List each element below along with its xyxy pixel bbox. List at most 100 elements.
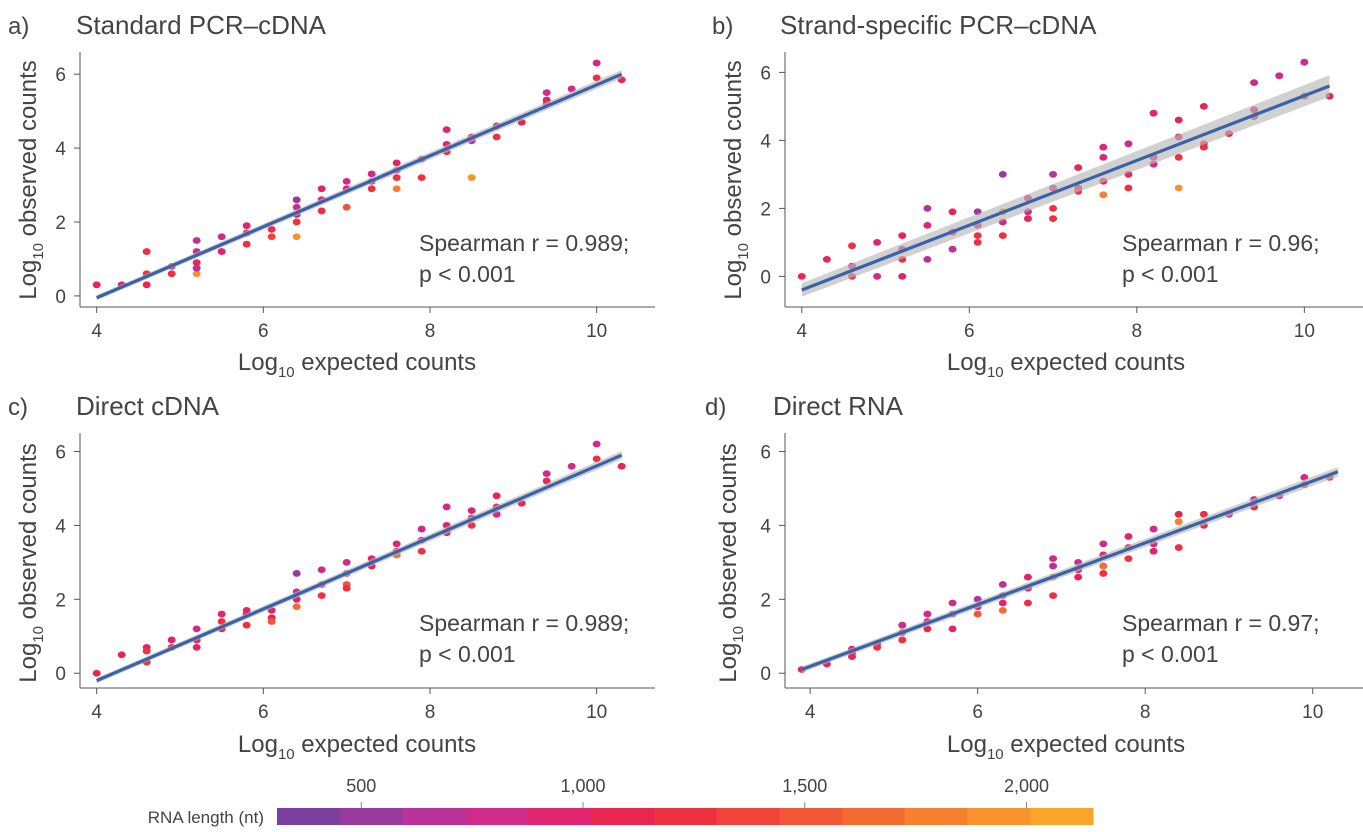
x-tick-label: 10 [1302, 702, 1323, 723]
stat-correlation: Spearman r = 0.989; [419, 230, 629, 256]
stat-pvalue: p < 0.001 [419, 641, 516, 667]
x-axis-label: Log10 expected counts [947, 349, 1185, 381]
y-tick-label: 6 [760, 442, 771, 463]
data-point [973, 610, 982, 618]
data-point [973, 239, 982, 246]
data-point [1023, 215, 1032, 223]
axes: 4 6 8 10 0 2 4 6 [760, 433, 1363, 723]
data-point [1049, 205, 1058, 212]
data-point [923, 256, 932, 263]
data-point [242, 240, 251, 248]
stat-correlation: Spearman r = 0.989; [419, 610, 629, 636]
data-point [367, 185, 376, 193]
x-tick-label: 4 [91, 321, 102, 342]
colorbar-segment [528, 808, 592, 825]
axes: 4 6 8 10 0 2 4 6 [760, 52, 1363, 342]
data-point [923, 610, 932, 618]
x-tick-label: 8 [1132, 321, 1143, 342]
data-point [1174, 518, 1183, 526]
colorbar-segment [653, 808, 717, 825]
data-point [342, 177, 351, 185]
y-tick-label: 6 [760, 63, 771, 84]
stat-correlation: Spearman r = 0.97; [1122, 610, 1320, 636]
data-point [217, 610, 226, 618]
panel-letter: b) [712, 13, 733, 40]
y-axis-label: Log10 observed counts [15, 443, 47, 683]
data-point [542, 89, 551, 97]
regression-line [801, 84, 1331, 292]
data-point [1099, 143, 1108, 151]
y-tick-label: 2 [55, 590, 66, 611]
data-point [442, 126, 451, 134]
x-tick-label: 6 [972, 702, 983, 723]
data-point [1250, 79, 1259, 86]
data-point [192, 259, 201, 267]
data-point [1174, 510, 1183, 518]
panel-title: Standard PCR–cDNA [76, 10, 327, 40]
colorbar-label: RNA length (nt) [148, 808, 264, 827]
data-point [1049, 171, 1058, 178]
data-point [142, 281, 151, 289]
data-point [1124, 533, 1133, 540]
data-point [417, 174, 426, 182]
data-point [1174, 184, 1183, 192]
data-point [1149, 525, 1158, 533]
data-point [392, 185, 401, 193]
data-point [1049, 562, 1058, 570]
panel-a: a) Standard PCR–cDNA 4 6 8 10 0 2 4 6 Log10 exp… [8, 10, 655, 381]
colorbar-segment [904, 808, 968, 825]
x-axis-label: Log10 expected counts [947, 731, 1185, 763]
data-point [898, 232, 907, 240]
data-point [292, 196, 301, 204]
data-point [567, 462, 576, 470]
data-point [167, 270, 176, 278]
x-tick-label: 4 [805, 702, 816, 723]
data-point [592, 455, 601, 463]
data-point [267, 225, 276, 233]
data-point [467, 174, 476, 182]
y-tick-label: 4 [760, 516, 771, 537]
data-point [898, 273, 907, 280]
data-point [417, 547, 426, 555]
colorbar-tick-label: 500 [346, 776, 376, 796]
data-point [242, 621, 251, 629]
data-point [1099, 540, 1108, 548]
data-point [1099, 191, 1108, 199]
data-point [898, 636, 907, 644]
data-point [592, 59, 601, 67]
data-point [1300, 58, 1309, 66]
data-point [998, 171, 1007, 178]
data-point [998, 581, 1007, 588]
data-point [92, 281, 101, 289]
panel-letter: d) [705, 394, 726, 421]
data-point [1099, 562, 1108, 570]
data-point [117, 651, 126, 659]
stat-pvalue: p < 0.001 [1122, 641, 1219, 667]
data-point [1124, 555, 1133, 563]
colorbar-segment [277, 808, 341, 825]
x-tick-label: 10 [586, 702, 607, 723]
x-axis-label: Log10 expected counts [238, 731, 476, 763]
x-tick-label: 8 [1140, 702, 1151, 723]
data-point [317, 592, 326, 600]
data-point [242, 222, 251, 230]
data-point [948, 625, 957, 633]
panel-title: Direct RNA [773, 391, 904, 421]
data-point [948, 208, 957, 216]
x-tick-label: 10 [586, 321, 607, 342]
confidence-band [801, 75, 1330, 297]
y-tick-label: 0 [760, 267, 771, 288]
data-point [973, 232, 982, 240]
data-point [1099, 154, 1108, 161]
data-point [1174, 116, 1183, 124]
data-point [392, 540, 401, 548]
y-axis-label: Log10 observed counts [15, 60, 47, 300]
data-point [617, 462, 626, 470]
data-point [467, 507, 476, 515]
data-point [1049, 215, 1058, 223]
colorbar-tick-label: 2,000 [1004, 776, 1049, 796]
data-point [192, 625, 201, 633]
data-point [848, 653, 857, 660]
data-point [92, 669, 101, 677]
data-point [1199, 510, 1208, 518]
